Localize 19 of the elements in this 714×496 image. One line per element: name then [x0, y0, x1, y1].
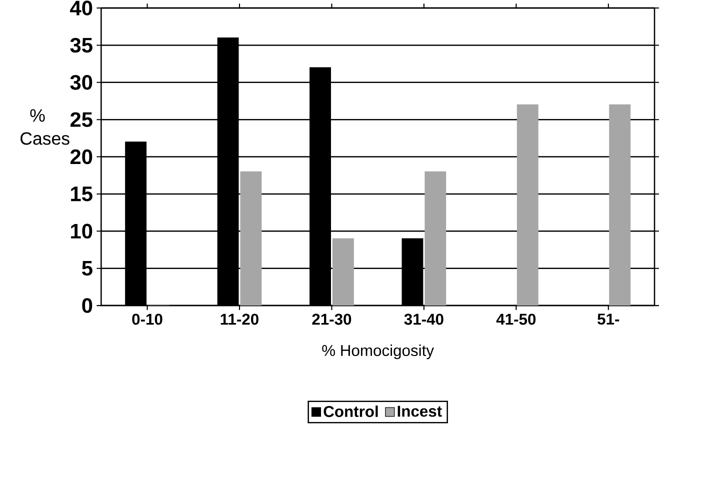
legend-label: Incest [398, 406, 442, 417]
y-tick-label: 10 [71, 224, 92, 239]
y-tick-label: 35 [70, 38, 92, 53]
y-tick-label: 20 [70, 149, 92, 164]
x-tick-label: 11-20 [220, 314, 258, 325]
y-tick-label: 25 [70, 112, 92, 128]
y-tick-label: 15 [71, 186, 92, 202]
x-tick-label: 31-40 [404, 314, 444, 325]
x-tick-label: 0-10 [132, 314, 162, 325]
y-tick-label: 5 [82, 261, 92, 276]
legend-label: Control [324, 406, 378, 418]
y-tick-label: 0 [82, 298, 92, 313]
x-tick-label: 51- [598, 314, 620, 325]
x-axis-title: % Homocigosity [322, 344, 434, 360]
y-axis-title: % Cases [20, 109, 70, 145]
x-tick-label: 41-50 [496, 314, 536, 325]
y-tick-label: 30 [70, 75, 92, 90]
x-tick-label: 21-30 [312, 314, 352, 325]
y-tick-label: 40 [70, 0, 92, 16]
